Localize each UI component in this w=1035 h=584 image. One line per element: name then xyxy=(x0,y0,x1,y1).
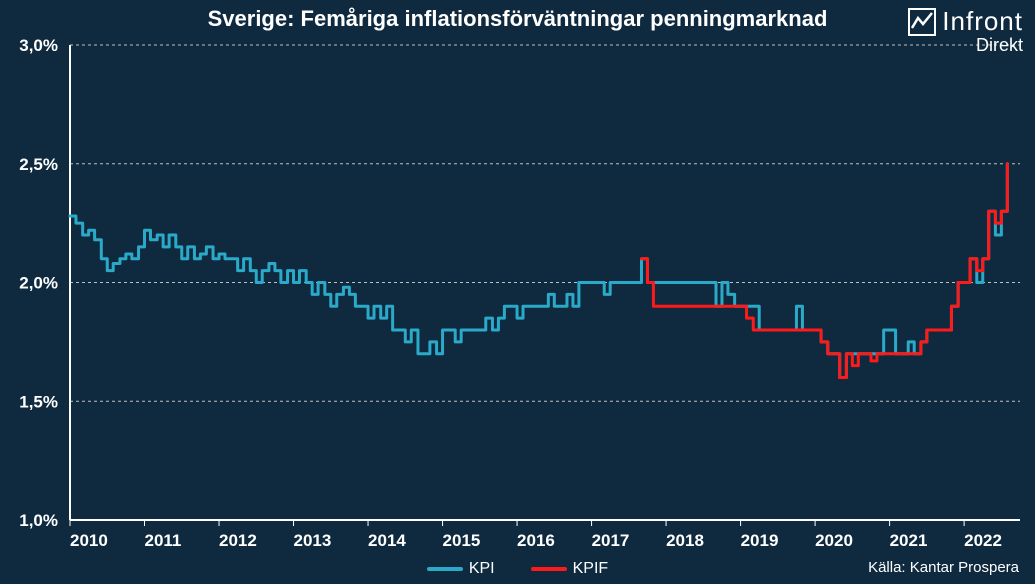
y-tick-label: 2,0% xyxy=(19,274,58,293)
legend-item: KPI xyxy=(427,560,495,578)
y-tick-label: 2,5% xyxy=(19,155,58,174)
legend-label: KPIF xyxy=(573,560,609,578)
x-tick-label: 2022 xyxy=(964,531,1002,550)
x-tick-label: 2020 xyxy=(815,531,853,550)
x-tick-label: 2018 xyxy=(666,531,704,550)
chart-title: Sverige: Femåriga inflationsförväntninga… xyxy=(0,6,1035,32)
legend-item: KPIF xyxy=(531,560,609,578)
x-tick-label: 2021 xyxy=(890,531,928,550)
chart-container: Sverige: Femåriga inflationsförväntninga… xyxy=(0,0,1035,584)
x-tick-label: 2012 xyxy=(219,531,257,550)
x-tick-label: 2013 xyxy=(294,531,332,550)
x-tick-label: 2011 xyxy=(145,531,182,550)
brand-sub: Direkt xyxy=(908,35,1023,56)
x-tick-label: 2017 xyxy=(592,531,630,550)
legend-label: KPI xyxy=(469,560,495,578)
source-label: Källa: Kantar Prospera xyxy=(868,559,1019,576)
y-tick-label: 3,0% xyxy=(19,36,58,55)
infront-icon xyxy=(908,8,936,36)
x-tick-label: 2014 xyxy=(368,531,406,550)
x-tick-label: 2019 xyxy=(741,531,779,550)
legend-swatch xyxy=(531,567,567,571)
brand-logo: Infront Direkt xyxy=(908,6,1023,56)
chart-svg: 1,0% 1,5% 2,0% 2,5% 3,0% 2010 2011 2012 2013 2014… xyxy=(0,0,1035,584)
y-tick-label: 1,5% xyxy=(19,392,58,411)
x-tick-label: 2016 xyxy=(517,531,555,550)
chart-bg xyxy=(0,0,1035,584)
legend-swatch xyxy=(427,567,463,571)
x-tick-label: 2015 xyxy=(443,531,481,550)
x-tick-label: 2010 xyxy=(70,531,108,550)
brand-text: Infront xyxy=(942,6,1023,37)
y-tick-label: 1,0% xyxy=(19,511,58,530)
